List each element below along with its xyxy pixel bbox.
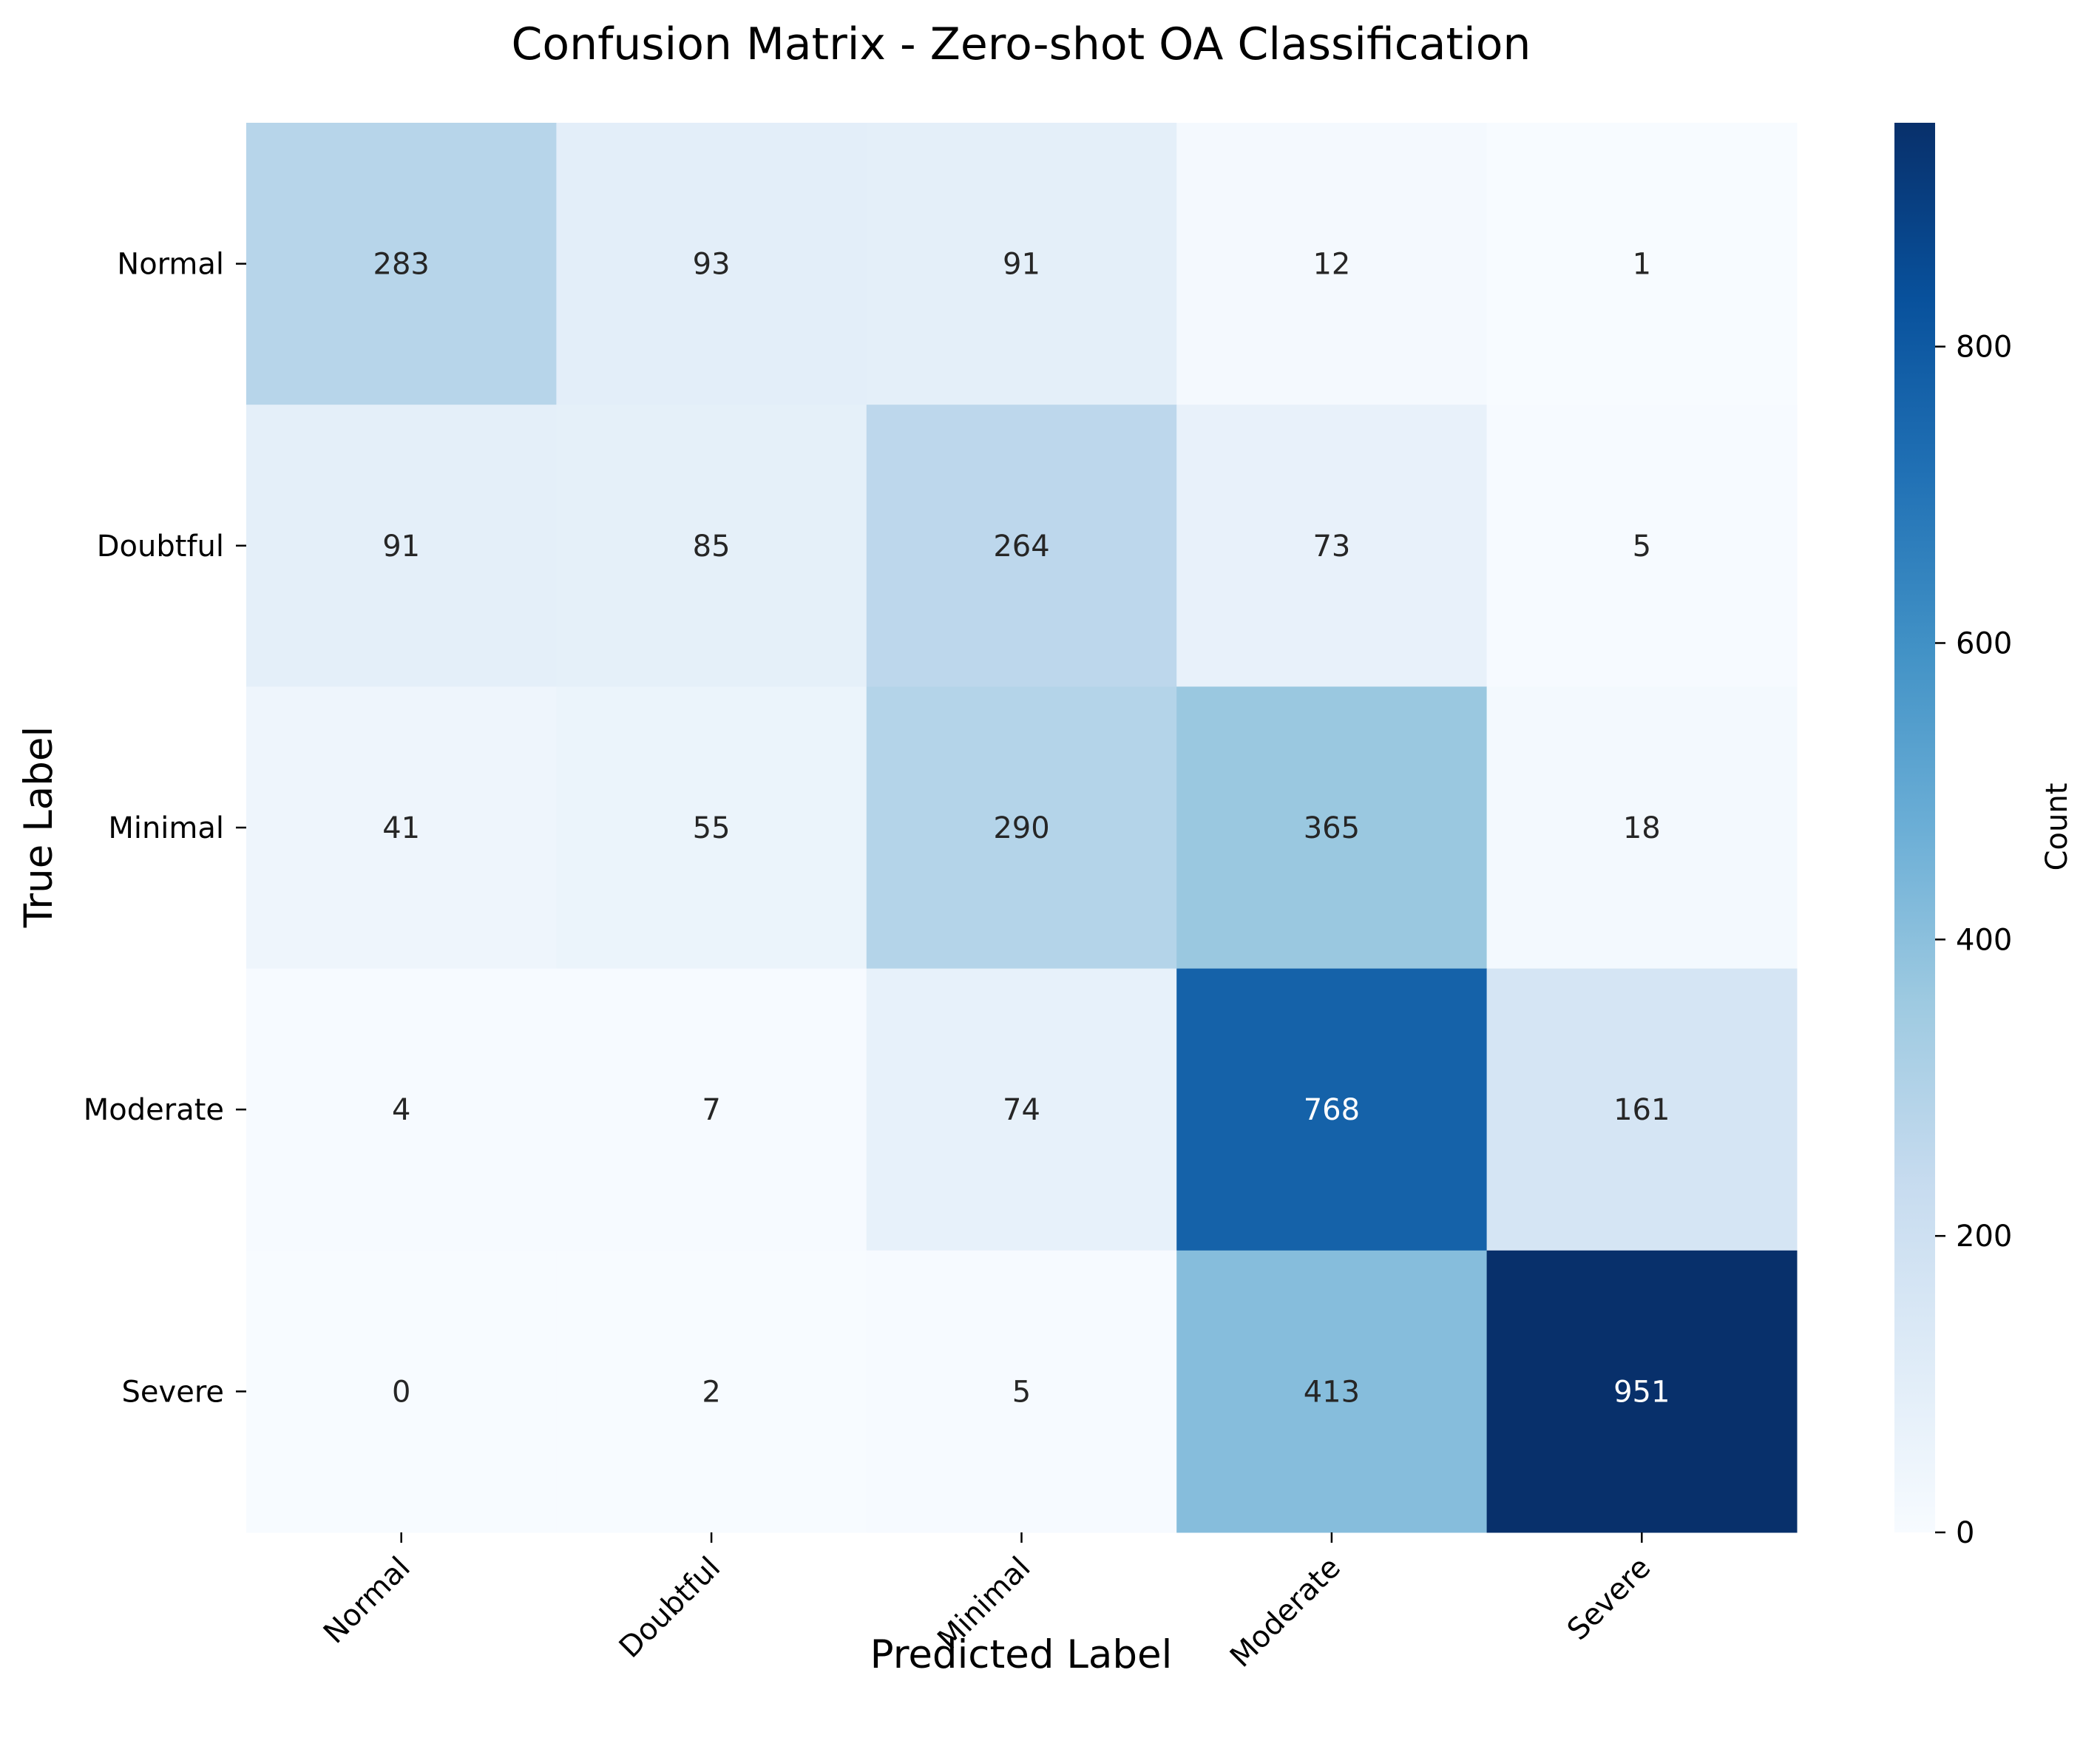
cell-value-label: 7: [702, 1093, 720, 1127]
heatmap-cell: [866, 1250, 1177, 1533]
heatmap-cell: [556, 123, 867, 405]
x-axis-label: Predicted Label: [870, 1632, 1173, 1677]
cell-value-label: 74: [1003, 1093, 1040, 1127]
cell-value-label: 1: [1633, 248, 1651, 282]
y-tick-label: Normal: [117, 248, 224, 282]
heatmap-cell: [246, 968, 557, 1251]
heatmap-cell: [866, 123, 1177, 405]
heatmap-cell: [1176, 968, 1488, 1251]
cell-value-label: 12: [1312, 248, 1350, 282]
cell-value-label: 91: [382, 530, 420, 564]
heatmap-cell: [1176, 405, 1488, 687]
heatmap-cell: [1176, 1250, 1488, 1533]
heatmap-cell: [556, 686, 867, 970]
cell-value-label: 264: [993, 530, 1049, 564]
cell-value-label: 5: [1012, 1375, 1031, 1409]
y-tick-label: Doubtful: [97, 530, 224, 564]
colorbar-tick-label: 800: [1956, 331, 2012, 365]
heatmap-cell: [246, 405, 557, 687]
colorbar-ticks: 0 200 400 600 800: [1935, 331, 2012, 1550]
cell-value-label: 85: [693, 530, 731, 564]
cell-value-label: 283: [373, 248, 430, 282]
cell-value-label: 93: [693, 248, 731, 282]
cell-value-label: 365: [1304, 811, 1360, 845]
y-axis-label: True Label: [16, 726, 61, 928]
heatmap-cell: [246, 1250, 557, 1533]
heatmap-cell: [556, 968, 867, 1251]
y-tick-label: Severe: [122, 1375, 224, 1409]
heatmap-cell: [1486, 686, 1798, 970]
y-tick-label: Moderate: [84, 1093, 224, 1127]
heatmap-cells: 283 93 91 12 1 91 85 264 73 5 41 55 290 365 18 4 7 74 768 1…: [246, 123, 1798, 1533]
heatmap-cell: [1486, 1250, 1798, 1533]
colorbar-label: Count: [2040, 783, 2074, 871]
cell-value-label: 413: [1304, 1375, 1360, 1409]
x-tick-label: Moderate: [1224, 1551, 1347, 1674]
heatmap-cell: [556, 405, 867, 687]
heatmap-cell: [246, 686, 557, 970]
chart-title: Confusion Matrix - Zero-shot OA Classifi…: [512, 18, 1531, 70]
cell-value-label: 951: [1613, 1375, 1670, 1409]
cell-value-label: 4: [392, 1093, 410, 1127]
x-tick-label: Severe: [1561, 1551, 1657, 1647]
cell-value-label: 2: [702, 1375, 720, 1409]
heatmap-cell: [866, 686, 1177, 970]
y-tick-label: Minimal: [108, 811, 224, 845]
colorbar-gradient: [1894, 123, 1935, 1532]
colorbar-tick-label: 600: [1956, 626, 2012, 660]
heatmap-cell: [866, 968, 1177, 1251]
cell-value-label: 41: [382, 811, 420, 845]
x-tick-label: Normal: [317, 1551, 417, 1651]
colorbar: 0 200 400 600 800 Count: [1894, 123, 2074, 1550]
cell-value-label: 18: [1623, 811, 1661, 845]
heatmap-cell: [246, 123, 557, 405]
cell-value-label: 55: [693, 811, 731, 845]
heatmap-cell: [556, 1250, 867, 1533]
heatmap-cell: [1486, 405, 1798, 687]
cell-value-label: 290: [993, 811, 1049, 845]
heatmap-cell: [1486, 968, 1798, 1251]
colorbar-tick-label: 400: [1956, 923, 2012, 957]
cell-value-label: 161: [1613, 1093, 1670, 1127]
heatmap-cell: [1486, 123, 1798, 405]
colorbar-tick-label: 200: [1956, 1220, 2012, 1254]
colorbar-tick-label: 0: [1956, 1516, 1974, 1550]
heatmap-cell: [866, 405, 1177, 687]
heatmap-cell: [1176, 123, 1488, 405]
cell-value-label: 0: [392, 1375, 410, 1409]
cell-value-label: 91: [1003, 248, 1040, 282]
x-tick-label: Doubtful: [613, 1551, 727, 1665]
cell-value-label: 5: [1633, 530, 1651, 564]
y-axis: Normal Doubtful Minimal Moderate Severe: [84, 248, 246, 1409]
cell-value-label: 73: [1312, 530, 1350, 564]
cell-value-label: 768: [1304, 1093, 1360, 1127]
heatmap-cell: [1176, 686, 1488, 970]
